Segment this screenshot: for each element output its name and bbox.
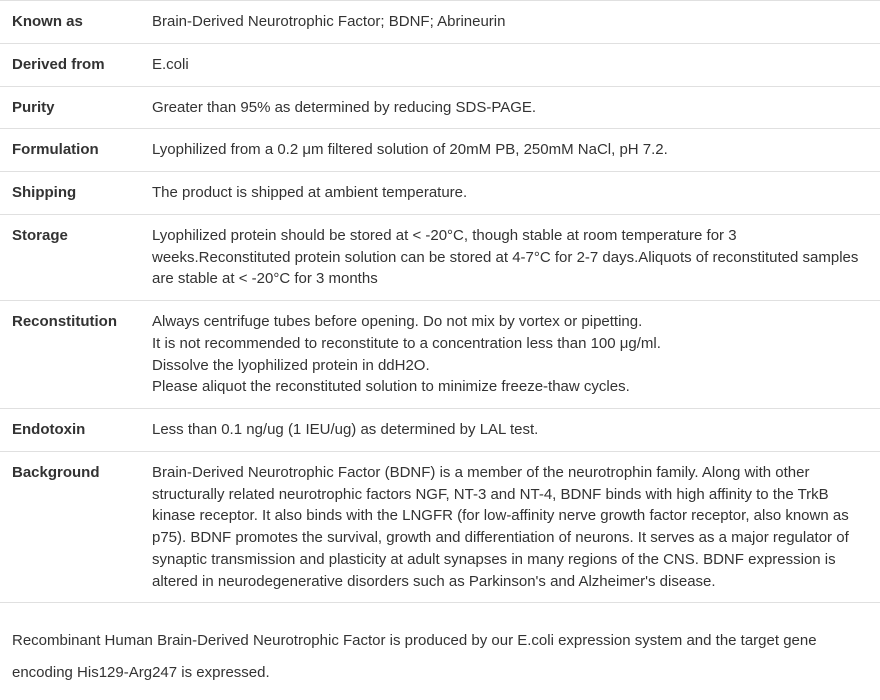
table-row: EndotoxinLess than 0.1 ng/ug (1 IEU/ug) … xyxy=(0,409,880,452)
table-row: BackgroundBrain-Derived Neurotrophic Fac… xyxy=(0,451,880,603)
row-label: Reconstitution xyxy=(0,301,140,409)
row-label: Formulation xyxy=(0,129,140,172)
spec-table: Known asBrain-Derived Neurotrophic Facto… xyxy=(0,0,880,603)
table-row: Known asBrain-Derived Neurotrophic Facto… xyxy=(0,1,880,44)
row-value: E.coli xyxy=(140,43,880,86)
table-row: StorageLyophilized protein should be sto… xyxy=(0,214,880,300)
row-label: Known as xyxy=(0,1,140,44)
product-description: Recombinant Human Brain-Derived Neurotro… xyxy=(0,603,880,700)
row-label: Purity xyxy=(0,86,140,129)
table-row: Derived fromE.coli xyxy=(0,43,880,86)
row-value: Brain-Derived Neurotrophic Factor; BDNF;… xyxy=(140,1,880,44)
row-label: Endotoxin xyxy=(0,409,140,452)
table-row: FormulationLyophilized from a 0.2 μm fil… xyxy=(0,129,880,172)
spec-table-body: Known asBrain-Derived Neurotrophic Facto… xyxy=(0,1,880,603)
row-value: The product is shipped at ambient temper… xyxy=(140,172,880,215)
row-label: Derived from xyxy=(0,43,140,86)
row-value: Always centrifuge tubes before opening. … xyxy=(140,301,880,409)
row-value: Greater than 95% as determined by reduci… xyxy=(140,86,880,129)
row-value: Lyophilized from a 0.2 μm filtered solut… xyxy=(140,129,880,172)
table-row: ShippingThe product is shipped at ambien… xyxy=(0,172,880,215)
row-value: Less than 0.1 ng/ug (1 IEU/ug) as determ… xyxy=(140,409,880,452)
row-label: Shipping xyxy=(0,172,140,215)
table-row: ReconstitutionAlways centrifuge tubes be… xyxy=(0,301,880,409)
row-value: Brain-Derived Neurotrophic Factor (BDNF)… xyxy=(140,451,880,603)
table-row: PurityGreater than 95% as determined by … xyxy=(0,86,880,129)
row-value: Lyophilized protein should be stored at … xyxy=(140,214,880,300)
row-label: Background xyxy=(0,451,140,603)
row-label: Storage xyxy=(0,214,140,300)
